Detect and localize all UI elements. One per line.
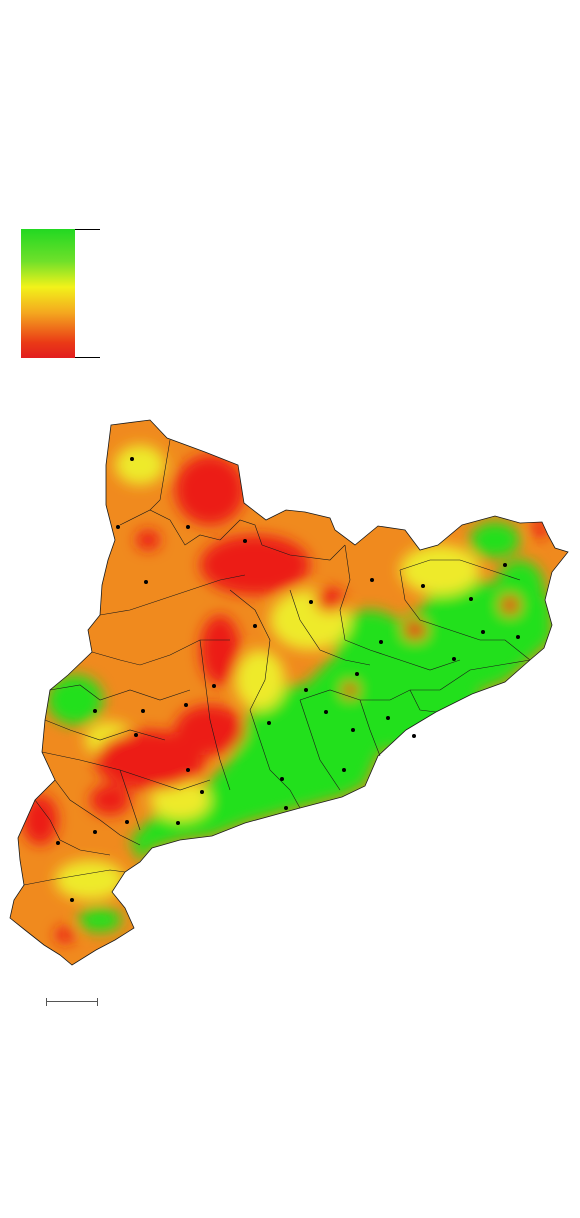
map-marker	[93, 709, 97, 713]
map-marker	[200, 790, 204, 794]
county-boundaries	[23, 439, 531, 886]
capital-markers	[56, 457, 520, 902]
map-marker	[355, 672, 359, 676]
map-marker	[134, 733, 138, 737]
legend-axis	[75, 229, 100, 358]
map-marker	[351, 728, 355, 732]
map-marker	[93, 830, 97, 834]
map-marker	[253, 624, 257, 628]
map-marker	[386, 716, 390, 720]
map-marker	[516, 635, 520, 639]
map-marker	[469, 597, 473, 601]
map-marker	[70, 898, 74, 902]
map-marker	[116, 525, 120, 529]
map-marker	[267, 721, 271, 725]
map-marker	[184, 703, 188, 707]
map-marker	[130, 457, 134, 461]
legend-color-bar	[21, 229, 75, 358]
map-marker	[141, 709, 145, 713]
map-marker	[370, 578, 374, 582]
map-marker	[280, 777, 284, 781]
map-marker	[452, 657, 456, 661]
map-marker	[503, 563, 507, 567]
map-marker	[243, 539, 247, 543]
map-marker	[309, 600, 313, 604]
map-marker	[176, 821, 180, 825]
map-marker	[212, 684, 216, 688]
map-marker	[481, 630, 485, 634]
map-marker	[125, 820, 129, 824]
map-marker	[186, 525, 190, 529]
map-marker	[186, 768, 190, 772]
scale-bar	[46, 998, 98, 1006]
map-marker	[304, 688, 308, 692]
choropleth-map	[9, 419, 569, 966]
map-marker	[412, 734, 416, 738]
color-legend	[20, 228, 102, 360]
map-marker	[56, 841, 60, 845]
map-marker	[144, 580, 148, 584]
map-marker	[379, 640, 383, 644]
map-marker	[342, 768, 346, 772]
map-marker	[284, 806, 288, 810]
map-marker	[421, 584, 425, 588]
map-marker	[324, 710, 328, 714]
